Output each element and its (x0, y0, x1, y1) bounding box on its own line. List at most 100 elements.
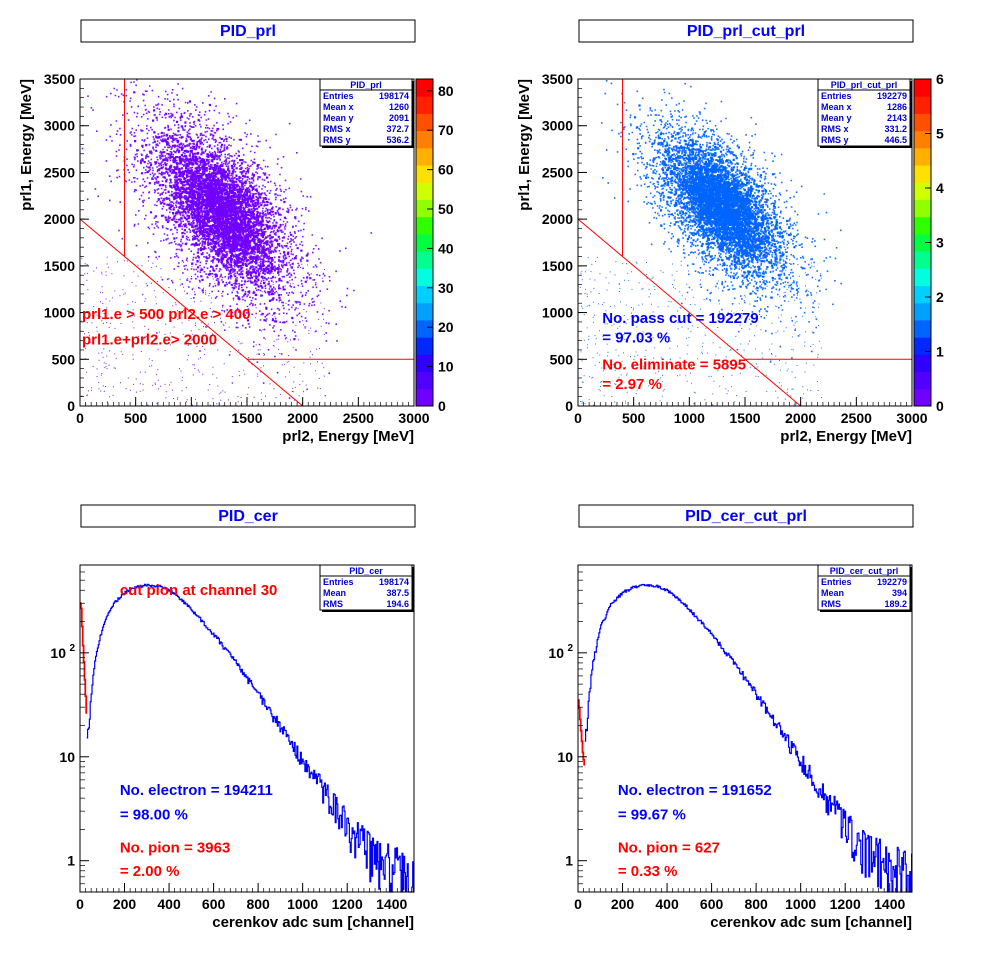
palette-swatch (416, 251, 433, 269)
x-tick-label: 1200 (830, 896, 861, 912)
x-tick-label: 200 (611, 896, 635, 912)
stats-value: 1260 (389, 102, 409, 112)
x-tick-label: 3000 (896, 410, 927, 426)
annotation: prl1.e > 500 prl2.e > 400 (82, 306, 250, 323)
palette-swatch (416, 319, 433, 338)
x-tick-label: 500 (622, 410, 646, 426)
stats-name: PID_prl_cut_prl (831, 80, 898, 90)
annotations: prl1.e > 500 prl2.e > 400 prl1.e+prl2.e> … (82, 306, 250, 348)
stats-value: 198174 (379, 577, 409, 587)
series-layer (578, 583, 913, 893)
x-tick-label: 500 (124, 410, 148, 426)
x-tick-label: 400 (655, 896, 679, 912)
x-axis: 0 200 400 600 800 1000 1200 1400 (574, 883, 913, 912)
x-axis-label: prl2, Energy [MeV] (282, 428, 414, 445)
palette-label: 70 (438, 122, 454, 138)
x-axis: 0 500 1000 1500 2000 2500 3000 (574, 397, 928, 426)
stats-key: Entries (323, 91, 354, 101)
density-layer (80, 79, 373, 407)
stats-key: RMS (821, 599, 841, 609)
pion-histogram (578, 699, 586, 766)
stats-key: Entries (323, 577, 354, 587)
y-tick-label: 1000 (542, 305, 573, 321)
palette-label: 80 (438, 83, 454, 99)
y-tick-label: 1000 (44, 305, 75, 321)
palette-swatch (914, 268, 931, 287)
palette-swatch (416, 268, 433, 287)
annotations: No. electron = 191652 = 99.67 % No. pion … (618, 782, 772, 880)
x-tick-label: 1000 (176, 410, 207, 426)
x-tick-label: 0 (574, 410, 582, 426)
y-tick-label: 10 (59, 749, 75, 765)
cut-lines (577, 79, 912, 407)
density-layer (579, 80, 842, 407)
palette-swatch (914, 130, 931, 149)
palette-label: 4 (936, 180, 944, 196)
pad-pid-prl-cut-prl: PID_prl_cut_prl 0 500 1000 1500 2000 2500 3000… (516, 19, 944, 445)
title-box (80, 19, 416, 43)
palette-swatch (416, 147, 433, 166)
palette-label: 3 (936, 235, 944, 251)
palette-label: 40 (438, 240, 454, 256)
palette-swatch (416, 233, 433, 252)
palette-swatch (914, 165, 931, 183)
y-axis: 0 500 1000 1500 2000 2500 3000 3500 (542, 71, 587, 414)
y-tick-label: 2000 (542, 211, 573, 227)
x-tick-label: 3000 (398, 410, 429, 426)
palette-swatch (914, 233, 931, 252)
y-tick-label: 1500 (44, 258, 75, 274)
x-tick-label: 800 (744, 896, 768, 912)
stats-value: 2143 (887, 113, 907, 123)
y-tick-label: 1500 (542, 258, 573, 274)
x-axis: 0 500 1000 1500 2000 2500 3000 (76, 397, 430, 426)
stats-value: 372.7 (386, 124, 409, 134)
annotation: cut pion at channel 30 (120, 582, 278, 599)
stats-key: Entries (821, 577, 852, 587)
y-tick-label: 3000 (542, 118, 573, 134)
y-tick-label: 10 (50, 645, 66, 661)
palette-label: 1 (936, 344, 944, 360)
annotation: No. pass cut = 192279 (602, 310, 758, 327)
stats-value: 536.2 (386, 135, 409, 145)
annotation: No. pion = 627 (618, 839, 720, 856)
x-tick-label: 2500 (841, 410, 872, 426)
palette-swatch (914, 371, 931, 390)
stats-key: RMS y (821, 135, 849, 145)
x-tick-label: 800 (246, 896, 270, 912)
annotation: = 2.97 % (602, 376, 662, 393)
y-axis: 0 500 1000 1500 2000 2500 3000 3500 (44, 71, 89, 414)
chart-title: PID_prl (220, 23, 276, 40)
stats-value: 192279 (877, 91, 907, 101)
palette-label: 2 (936, 289, 944, 305)
stats-frame (319, 564, 413, 611)
title-box (578, 19, 914, 43)
annotation: No. eliminate = 5895 (602, 357, 746, 374)
x-tick-label: 2000 (785, 410, 816, 426)
stats-value: 394 (892, 588, 907, 598)
stats-value: 192279 (877, 577, 907, 587)
annotation: = 97.03 % (602, 329, 670, 346)
stats-key: RMS y (323, 135, 351, 145)
x-tick-label: 1400 (874, 896, 905, 912)
annotation: No. electron = 191652 (618, 782, 772, 799)
y-axis-label: prl1, Energy [MeV] (516, 79, 533, 211)
palette-swatch (914, 182, 931, 200)
stats-value: 2091 (389, 113, 409, 123)
x-tick-label: 1000 (287, 896, 318, 912)
y-tick-label: 2500 (542, 164, 573, 180)
palette-swatch (914, 285, 931, 304)
stats-key: RMS x (821, 124, 849, 134)
palette-swatch (416, 302, 433, 321)
annotations: No. pass cut = 192279 = 97.03 % No. elimi… (602, 310, 758, 393)
x-tick-label: 1000 (785, 896, 816, 912)
y-tick-label: 3500 (542, 71, 573, 87)
y-tick-exponent: 2 (567, 643, 573, 654)
stats-value: 194.6 (386, 599, 409, 609)
y-tick-label: 2000 (44, 211, 75, 227)
palette-swatch (914, 354, 931, 373)
palette-frame (415, 78, 434, 407)
y-tick-label: 0 (565, 398, 573, 414)
